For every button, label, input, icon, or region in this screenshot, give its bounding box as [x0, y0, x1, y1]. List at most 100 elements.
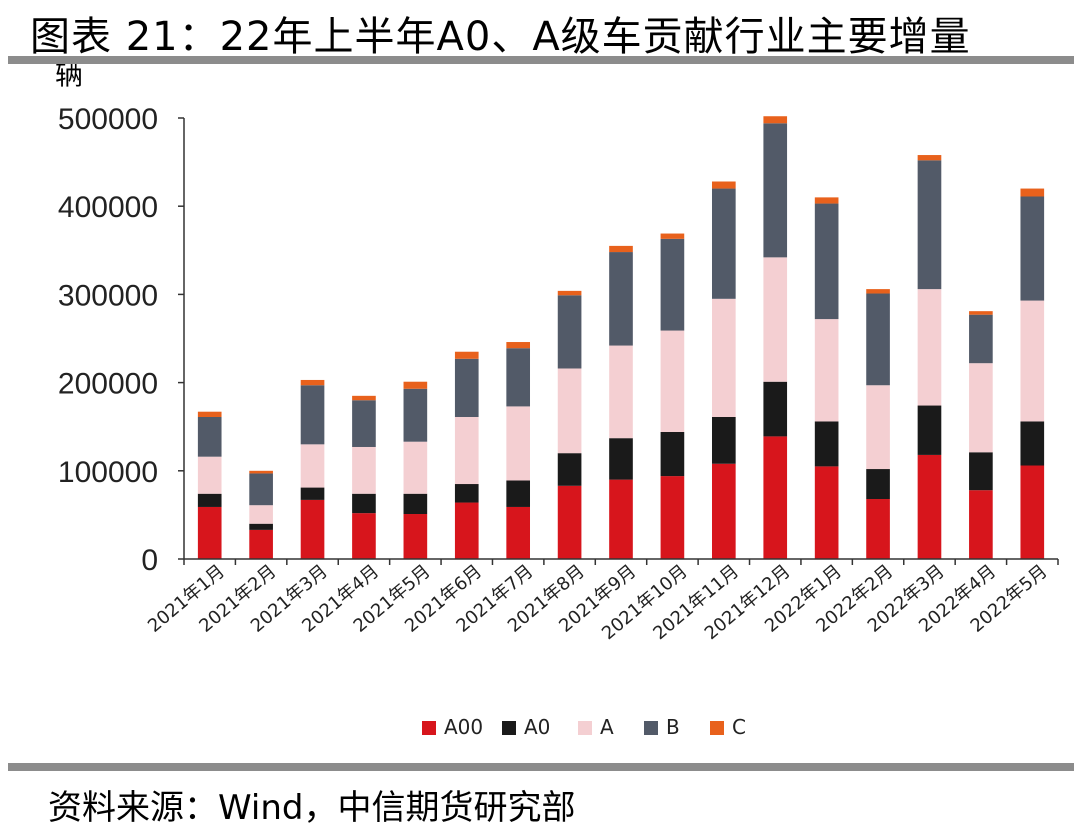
- bar-segment-b: [300, 385, 325, 445]
- bar-stack: [506, 342, 531, 559]
- legend-item-c: C: [710, 715, 746, 739]
- bar-segment-b: [969, 314, 993, 364]
- bar-stack: [814, 197, 839, 559]
- bar-segment-c: [660, 233, 685, 239]
- bar-segment-a00: [454, 502, 479, 559]
- top-rule: [8, 56, 1074, 64]
- bar-stack: [197, 411, 222, 559]
- bar-segment-a0: [454, 484, 479, 503]
- y-tick-label: 0: [141, 544, 158, 577]
- bar-stack: [352, 395, 376, 559]
- bar-segment-b: [454, 358, 479, 417]
- bar-segment-a00: [249, 529, 273, 559]
- bar-segment-c: [403, 381, 428, 389]
- bar-segment-a0: [660, 431, 685, 477]
- bar-segment-a00: [197, 506, 222, 559]
- bar-segment-a00: [711, 463, 736, 559]
- bar-segment-a: [866, 385, 890, 470]
- bar-segment-a: [506, 406, 531, 481]
- legend-item-a0: A0: [502, 715, 550, 739]
- bar-segment-a: [352, 446, 376, 494]
- bar-segment-c: [197, 411, 222, 417]
- bar-segment-a0: [1020, 421, 1045, 466]
- bar-segment-a0: [609, 438, 633, 480]
- y-tick-label: 400000: [58, 191, 158, 224]
- bar-stack: [969, 311, 993, 559]
- legend-label: C: [732, 715, 746, 739]
- bottom-rule: [8, 763, 1074, 771]
- bar-segment-a00: [763, 436, 788, 559]
- legend-swatch: [578, 721, 592, 735]
- bar-segment-a0: [917, 405, 942, 455]
- bar-segment-a00: [300, 499, 325, 559]
- figure-title: 图表 21：22年上半年A0、A级车贡献行业主要增量: [30, 14, 971, 60]
- bar-segment-c: [454, 351, 479, 359]
- bar-segment-b: [557, 295, 582, 369]
- y-axis: 0 100000 200000 300000 400000 500000: [58, 103, 185, 577]
- bar-segment-a0: [403, 493, 428, 515]
- legend-swatch: [644, 721, 658, 735]
- legend-label: A: [600, 715, 614, 739]
- legend-label: A00: [444, 715, 483, 739]
- bar-segment-b: [1020, 196, 1045, 301]
- bar-segment-b: [866, 293, 890, 386]
- bar-stack: [917, 155, 942, 559]
- bar-segment-c: [711, 181, 736, 189]
- bar-segment-a0: [969, 452, 993, 491]
- bar-segment-a00: [403, 514, 428, 559]
- bar-segment-a: [403, 441, 428, 494]
- source-note: 资料来源：Wind，中信期货研究部: [48, 788, 576, 828]
- legend: A00 A0 A B C: [422, 715, 746, 739]
- bar-segment-c: [557, 290, 582, 296]
- bar-segment-a: [917, 289, 942, 406]
- bar-segment-c: [1020, 188, 1045, 197]
- bar-stack: [866, 289, 890, 559]
- bar-segment-a: [660, 330, 685, 432]
- y-tick-label: 100000: [58, 456, 158, 489]
- bar-segment-a: [969, 363, 993, 453]
- legend-swatch: [502, 721, 516, 735]
- bar-stack: [403, 381, 428, 559]
- bar-segment-a00: [557, 485, 582, 559]
- bar-stack: [609, 245, 633, 559]
- bar-segment-b: [917, 160, 942, 290]
- bar-segment-b: [763, 123, 788, 258]
- bar-segment-a00: [917, 454, 942, 559]
- bar-segment-a: [557, 368, 582, 454]
- bar-segment-c: [506, 342, 531, 349]
- legend-item-b: B: [644, 715, 680, 739]
- bar-segment-c: [969, 311, 993, 315]
- bar-segment-a00: [814, 466, 839, 559]
- bar-segment-b: [506, 348, 531, 407]
- bar-segment-a00: [969, 490, 993, 559]
- bar-segment-a0: [866, 469, 890, 500]
- bar-segment-a00: [1020, 465, 1045, 559]
- bar-segment-c: [763, 116, 788, 124]
- legend-label: B: [666, 715, 680, 739]
- bar-segment-a00: [609, 479, 633, 559]
- bar-stack: [711, 181, 736, 559]
- bar-segment-a0: [249, 523, 273, 530]
- bar-segment-a0: [711, 416, 736, 464]
- bar-segment-a: [300, 444, 325, 488]
- bar-stack: [454, 351, 479, 559]
- bar-segment-a: [763, 257, 788, 382]
- bar-segment-a00: [352, 513, 376, 559]
- y-unit-label: 辆: [55, 64, 83, 91]
- bar-segment-a: [609, 345, 633, 439]
- legend-swatch: [710, 721, 724, 735]
- bar-segment-a0: [763, 381, 788, 437]
- bar-segment-a00: [506, 506, 531, 559]
- bar-segment-c: [300, 379, 325, 386]
- bar-segment-b: [403, 388, 428, 442]
- bar-segment-b: [814, 203, 839, 320]
- bar-segment-a: [814, 319, 839, 422]
- bar-stack: [249, 470, 273, 559]
- bar-segment-c: [814, 197, 839, 204]
- bar-segment-b: [711, 188, 736, 299]
- bar-segment-c: [609, 245, 633, 253]
- bar-segment-a00: [866, 499, 890, 559]
- bar-segment-a: [711, 298, 736, 417]
- x-axis: 2021年1月2021年2月2021年3月2021年4月2021年5月2021年…: [144, 558, 1059, 644]
- bar-segment-b: [197, 416, 222, 457]
